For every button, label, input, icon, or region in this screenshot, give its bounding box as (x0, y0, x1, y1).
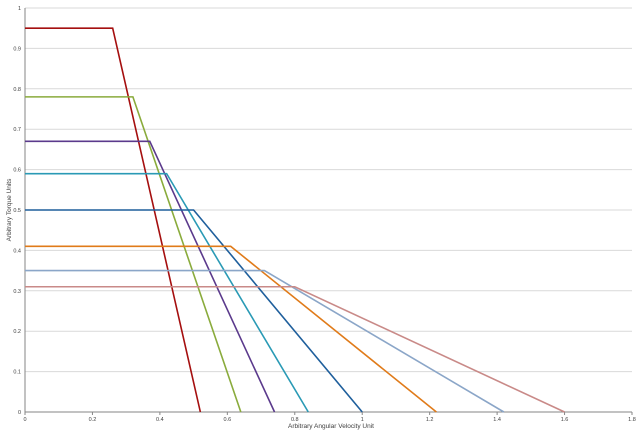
x-axis-label: Arbitrary Angular Velocity Unit (288, 423, 374, 430)
x-tick-label: 0.6 (224, 417, 232, 423)
y-tick-label: 0 (18, 410, 21, 416)
y-tick-label: 0.2 (13, 329, 21, 335)
series-line-6 (25, 245, 437, 413)
series-line-1 (25, 27, 202, 413)
y-tick-label: 0.6 (13, 168, 21, 174)
y-tick-label: 0.1 (13, 370, 21, 376)
y-axis-label: Arbitrary Torque Units (6, 178, 13, 241)
gridlines (25, 7, 632, 373)
tick-labels: 0 0.1 0.2 0.3 0.4 0.5 0.6 0.7 0.8 0.9 1 0 0.2 0.4 0.6 0… (13, 6, 635, 423)
x-tick-label: 0.4 (156, 417, 164, 423)
axes (24, 8, 633, 415)
y-tick-label: 0.4 (13, 248, 21, 254)
x-tick-label: 0 (23, 417, 26, 423)
x-tick-label: 0.2 (89, 417, 97, 423)
series-lines (25, 27, 565, 413)
y-tick-label: 0.8 (13, 87, 21, 93)
x-tick-label: 1.8 (628, 417, 636, 423)
y-tick-label: 0.5 (13, 208, 21, 214)
series-line-4 (25, 172, 309, 413)
x-tick-label: 1.2 (426, 417, 434, 423)
y-tick-label: 0.3 (13, 289, 21, 295)
series-line-3 (25, 140, 276, 413)
x-tick-label: 1.4 (493, 417, 501, 423)
series-line-5 (25, 209, 363, 413)
x-tick-label: 1 (361, 417, 364, 423)
y-tick-label: 0.7 (13, 127, 21, 133)
x-tick-label: 0.8 (291, 417, 299, 423)
x-tick-label: 1.6 (561, 417, 569, 423)
y-tick-label: 0.9 (13, 46, 21, 52)
y-tick-label: 1 (18, 6, 21, 12)
series-line-7 (25, 269, 505, 413)
series-line-8 (25, 285, 565, 413)
series-line-2 (25, 96, 242, 413)
